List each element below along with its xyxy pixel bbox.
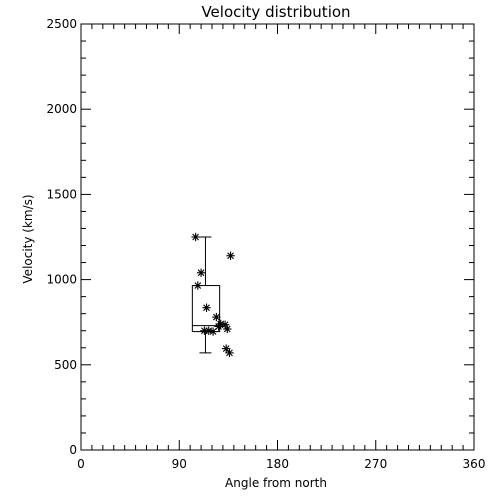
plot-area: 0 90 180 270 360 0 500 1000 1500 2000 2500 bbox=[46, 17, 485, 471]
x-tick-label: 0 bbox=[77, 457, 85, 471]
asterisk-stroke bbox=[209, 328, 217, 335]
data-point bbox=[223, 324, 232, 334]
data-point bbox=[221, 344, 231, 353]
x-axis-label: Angle from north bbox=[225, 476, 327, 490]
y-axis-label: Velocity (km/s) bbox=[21, 194, 35, 283]
x-tick-label: 90 bbox=[172, 457, 187, 471]
data-point bbox=[226, 251, 235, 260]
data-point bbox=[191, 232, 200, 242]
asterisk-stroke bbox=[197, 269, 205, 277]
data-point bbox=[212, 312, 221, 322]
asterisk-stroke bbox=[226, 349, 233, 357]
data-point bbox=[208, 327, 218, 336]
data-point bbox=[193, 281, 203, 290]
asterisk-stroke bbox=[192, 233, 199, 241]
data-point bbox=[225, 348, 234, 358]
y-tick-label: 1000 bbox=[46, 273, 77, 287]
x-tick-label: 180 bbox=[266, 457, 289, 471]
asterisk-stroke bbox=[203, 304, 210, 312]
asterisk-stroke bbox=[227, 252, 234, 260]
data-point bbox=[202, 303, 211, 312]
y-tick-label: 500 bbox=[54, 358, 77, 372]
asterisk-stroke bbox=[194, 282, 202, 289]
y-tick-label: 2000 bbox=[46, 102, 77, 116]
asterisk-stroke bbox=[221, 321, 229, 329]
asterisk-stroke bbox=[213, 313, 220, 321]
data-point bbox=[196, 268, 206, 277]
chart-title: Velocity distribution bbox=[201, 3, 350, 21]
plot-frame bbox=[80, 23, 475, 451]
y-tick-label: 1500 bbox=[46, 187, 77, 201]
asterisk-stroke bbox=[223, 325, 231, 333]
asterisk-stroke bbox=[222, 345, 230, 352]
x-tick-label: 360 bbox=[463, 457, 486, 471]
box-iqr bbox=[191, 285, 221, 333]
asterisk-stroke bbox=[215, 323, 222, 330]
y-tick-label: 0 bbox=[69, 443, 77, 457]
x-tick-label: 270 bbox=[364, 457, 387, 471]
y-tick-label: 2500 bbox=[46, 17, 77, 31]
data-point bbox=[214, 322, 223, 331]
